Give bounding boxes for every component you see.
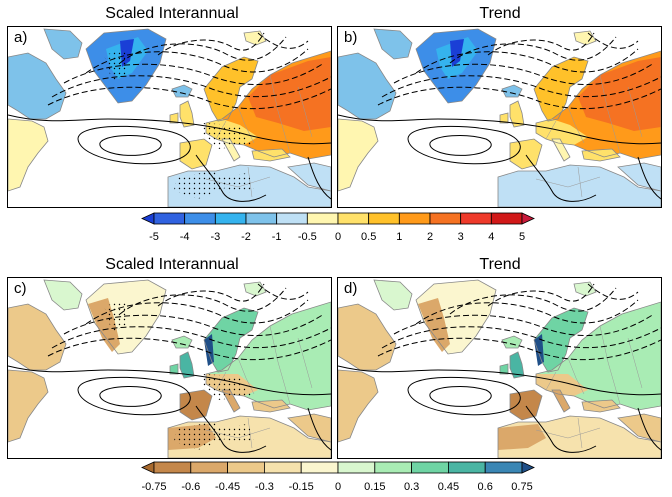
coastlines bbox=[338, 279, 661, 458]
map-panel-c: c) bbox=[7, 277, 332, 459]
colorbar-cell bbox=[337, 461, 376, 474]
contours bbox=[8, 283, 331, 453]
colorbar-tick-label: 0.6 bbox=[478, 481, 493, 493]
colorbar-tick-label: 3 bbox=[458, 231, 464, 243]
panel-b-title: Trend bbox=[479, 5, 521, 22]
colorbar-overflow-triangle bbox=[521, 212, 535, 225]
panel-b-label: b) bbox=[342, 29, 360, 46]
colorbar-cell bbox=[245, 212, 278, 225]
colorbar-cell bbox=[460, 212, 492, 225]
colorbar-overflow-triangle bbox=[521, 461, 535, 474]
colorbar-tick-label: 0 bbox=[335, 481, 341, 493]
land-fill bbox=[338, 29, 661, 207]
colorbar-cell bbox=[153, 212, 186, 225]
colorbar-cell bbox=[368, 212, 400, 225]
colorbar-tick-label: -3 bbox=[210, 231, 220, 243]
significance-stipple bbox=[104, 300, 254, 450]
colorbar-cell bbox=[263, 461, 302, 474]
colorbar-temperature: -5 -4 -3 -2 -1 -0.5 0 0.5 1 2 3 4 5 bbox=[128, 211, 548, 251]
panel-c-title: Scaled Interannual bbox=[105, 256, 239, 273]
colorbar-cell bbox=[190, 461, 228, 474]
colorbar-tick-label: 0.5 bbox=[361, 231, 376, 243]
contours bbox=[338, 283, 661, 453]
colorbar-tick-label: -0.5 bbox=[298, 231, 317, 243]
colorbar-tick-label: 2 bbox=[427, 231, 433, 243]
colorbar-cell bbox=[300, 461, 339, 474]
colorbar-cell bbox=[447, 461, 486, 474]
map-panel-a: a) bbox=[7, 26, 332, 208]
coastlines bbox=[338, 28, 661, 207]
colorbar-tick-label: -5 bbox=[149, 231, 159, 243]
colorbar-tick-label: 1 bbox=[396, 231, 402, 243]
panel-d-label: d) bbox=[342, 280, 360, 297]
map-canvas-b bbox=[338, 28, 661, 207]
colorbar-tick-label: 4 bbox=[488, 231, 494, 243]
colorbar-cell bbox=[398, 212, 431, 225]
colorbar-cell bbox=[227, 461, 265, 474]
colorbar-cell bbox=[184, 212, 216, 225]
colorbar-tick-label: 0.45 bbox=[438, 481, 459, 493]
colorbar-tick-label: -0.6 bbox=[181, 481, 200, 493]
colorbar-underflow-triangle bbox=[141, 461, 155, 474]
colorbar-tick-label: -0.75 bbox=[141, 481, 166, 493]
significance-stipple bbox=[104, 49, 254, 199]
colorbar-tick-label: 0 bbox=[335, 231, 341, 243]
colorbar-tick-label: 0.15 bbox=[364, 481, 385, 493]
colorbar-tick-label: 0.75 bbox=[511, 481, 532, 493]
map-canvas-d bbox=[338, 279, 661, 458]
colorbar-precipitation: -0.75 -0.6 -0.45 -0.3 -0.15 0 0.15 0.3 0.45 0.6 0.… bbox=[128, 460, 548, 496]
map-panel-b: b) bbox=[337, 26, 662, 208]
map-panel-d: d) bbox=[337, 277, 662, 459]
colorbar-cell bbox=[337, 212, 370, 225]
colorbar-tick-label: 0.3 bbox=[404, 481, 419, 493]
contours bbox=[8, 32, 331, 202]
map-canvas-a bbox=[8, 28, 331, 207]
colorbar-cell bbox=[490, 212, 523, 225]
coastlines bbox=[8, 279, 331, 458]
contours bbox=[338, 32, 661, 202]
colorbar-cell bbox=[429, 212, 462, 225]
colorbar-tick-label: -0.3 bbox=[255, 481, 274, 493]
land-fill bbox=[8, 280, 331, 458]
colorbar-cell bbox=[374, 461, 413, 474]
land-fill bbox=[338, 280, 661, 458]
colorbar-cell bbox=[411, 461, 449, 474]
colorbar-cell bbox=[214, 212, 247, 225]
colorbar-underflow-triangle bbox=[141, 212, 155, 225]
colorbar-tick-label: -0.45 bbox=[215, 481, 240, 493]
colorbar-tick-label: -4 bbox=[180, 231, 190, 243]
colorbar-cell bbox=[153, 461, 192, 474]
land-fill bbox=[8, 29, 331, 207]
colorbar-tick-label: 5 bbox=[519, 231, 525, 243]
panel-d-title: Trend bbox=[479, 256, 521, 273]
colorbar-cell bbox=[484, 461, 523, 474]
colorbar-cell bbox=[306, 212, 339, 225]
map-canvas-c bbox=[8, 279, 331, 458]
colorbar-tick-label: -2 bbox=[241, 231, 251, 243]
colorbar-cell bbox=[276, 212, 308, 225]
colorbar-tick-label: -1 bbox=[272, 231, 282, 243]
colorbar-tick-label: -0.15 bbox=[289, 481, 314, 493]
panel-c-label: c) bbox=[12, 280, 29, 297]
panel-a-label: a) bbox=[12, 29, 30, 46]
panel-a-title: Scaled Interannual bbox=[105, 5, 239, 22]
